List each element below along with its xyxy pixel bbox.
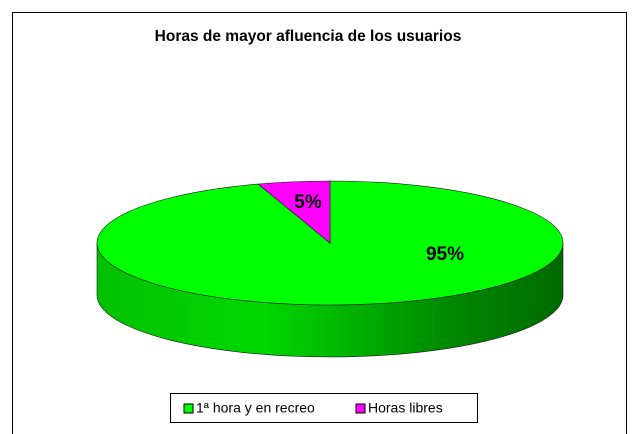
legend-label: 1ª hora y en recreo (196, 400, 315, 416)
data-label: 95% (426, 244, 464, 265)
chart-title: Horas de mayor afluencia de los usuarios (155, 28, 462, 45)
data-label: 5% (294, 192, 322, 213)
pie-slice (257, 180, 331, 244)
plot-area: 95% 5% (96, 180, 564, 358)
legend: 1ª hora y en recreo Horas libres (183, 400, 443, 416)
legend-swatch (355, 403, 366, 414)
legend-label: Horas libres (368, 400, 443, 416)
legend-swatch (183, 403, 194, 414)
legend-box (170, 393, 478, 423)
